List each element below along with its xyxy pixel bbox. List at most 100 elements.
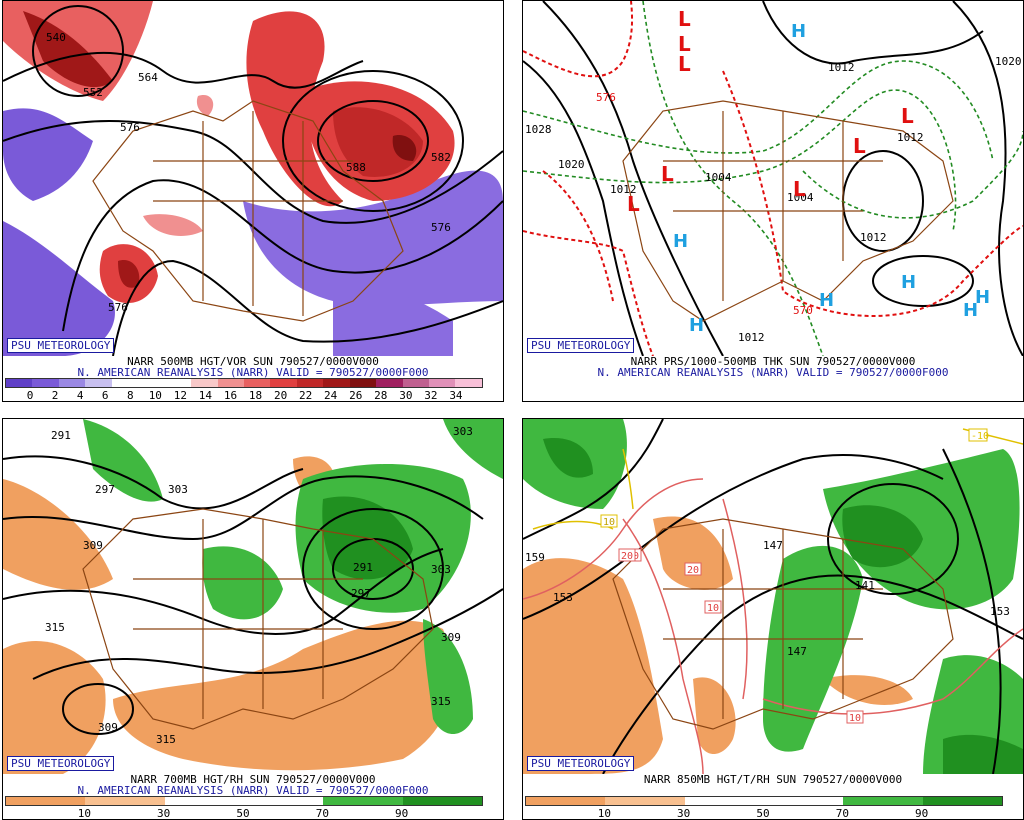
vorticity-negative-area: [3, 221, 115, 356]
color-scale-label: 32: [424, 389, 438, 402]
low-pressure-symbol: L: [901, 104, 914, 128]
color-scale-swatch: [6, 797, 86, 805]
color-scale-swatch: [85, 379, 112, 387]
map-700mb: 291 297 303 309 315 291 297 303 309 315 …: [3, 419, 503, 774]
vorticity-negative-area: [243, 170, 503, 306]
color-scale-label: 70: [835, 807, 849, 820]
color-scale-swatch: [85, 797, 165, 805]
color-scale-swatch: [455, 379, 482, 387]
psu-meteorology-badge: PSU METEOROLOGY: [527, 756, 635, 771]
isobar-label: 1028: [525, 123, 552, 136]
color-scale-swatch: [191, 379, 218, 387]
color-scale-swatch: [323, 797, 403, 805]
color-scale-swatch: [526, 797, 606, 805]
color-scale-swatch: [138, 379, 165, 387]
color-scale-label: 30: [677, 807, 691, 820]
color-scale-label: 20: [273, 389, 288, 402]
map-subtitle: N. AMERICAN REANALYSIS (NARR) VALID = 79…: [77, 366, 429, 379]
contour-label: 309: [98, 721, 118, 734]
contour-label: 303: [168, 483, 188, 496]
color-scale-label: 70: [315, 807, 329, 820]
isobar-label: 1020: [995, 55, 1022, 68]
contour-label: 303: [453, 425, 473, 438]
color-scale-bar: [5, 796, 483, 806]
height-contours: [3, 455, 503, 735]
contour-label: 315: [431, 695, 451, 708]
isobar-label: 1012: [828, 61, 855, 74]
contour-label: 297: [95, 483, 115, 496]
isobar-label: 1012: [897, 131, 924, 144]
color-scale-swatch: [402, 379, 429, 387]
low-pressure-symbol: L: [853, 134, 866, 158]
contour-label: 291: [51, 429, 71, 442]
high-pressure-symbol: H: [819, 290, 834, 311]
high-pressure-symbols: H H H H H H H: [673, 21, 990, 336]
color-scale-swatch: [429, 379, 456, 387]
contour-label: 159: [525, 551, 545, 564]
contour-label: 153: [553, 591, 573, 604]
map-850mb: 159 153 147 147 141 153 -10 10 20 20 20 …: [523, 419, 1023, 774]
color-scale-label: 30: [157, 807, 171, 820]
low-pressure-symbol: L: [661, 162, 674, 186]
map-500mb: 540 564 552 576 588 582 576 576: [3, 1, 503, 356]
color-scale-swatch: [243, 797, 324, 805]
isotherm-label: 10: [707, 603, 719, 614]
color-scale-bar: [5, 378, 483, 388]
moist-area: [763, 545, 863, 752]
moist-area: [83, 419, 163, 502]
low-pressure-symbol: L: [678, 52, 691, 76]
contour-label: 564: [138, 71, 158, 84]
panel-pressure-thickness: 1028 1020 1012 1012 1004 1012 1004 1012 …: [522, 0, 1024, 402]
high-pressure-symbol: H: [689, 315, 704, 336]
color-scale-swatch: [164, 379, 192, 387]
color-scale-label: 0: [26, 389, 34, 402]
color-scale-swatch: [217, 379, 244, 387]
thickness-contours-red: [523, 1, 1023, 356]
dry-area: [523, 558, 663, 774]
contour-label: 540: [46, 31, 66, 44]
color-scale-swatch: [402, 797, 482, 805]
political-boundaries: [82, 508, 434, 730]
contour-label: 309: [83, 539, 103, 552]
political-boundaries: [612, 518, 954, 730]
color-scale-label: 6: [101, 389, 109, 402]
thickness-label: 576: [596, 91, 616, 104]
color-scale-label: 28: [374, 389, 388, 402]
color-scale-label: 50: [236, 807, 250, 820]
color-scale-label: 26: [349, 389, 363, 402]
low-pressure-symbol: L: [793, 177, 806, 201]
color-scale-label: 16: [223, 389, 238, 402]
color-scale-swatch: [296, 379, 324, 387]
psu-meteorology-badge: PSU METEOROLOGY: [7, 756, 115, 771]
contour-label: 147: [763, 539, 783, 552]
color-scale-label: 22: [299, 389, 313, 402]
low-pressure-symbols: L L L L L L L L: [627, 7, 914, 216]
color-scale-swatch: [111, 379, 139, 387]
political-boundaries: [622, 100, 954, 322]
high-pressure-symbol: H: [975, 287, 990, 308]
contour-label: 291: [353, 561, 373, 574]
color-scale-label: 10: [77, 807, 91, 820]
contour-label: 141: [855, 579, 875, 592]
vorticity-positive-area: [246, 11, 343, 207]
color-scale-label: 50: [756, 807, 770, 820]
contour-label: 588: [346, 161, 366, 174]
color-scale-label: 8: [126, 389, 134, 402]
color-scale-label: 90: [915, 807, 929, 820]
color-scale-label: 12: [173, 389, 187, 402]
map-title: NARR 700MB HGT/RH SUN 790527/0000V000: [130, 773, 376, 786]
isobar-label: 1020: [558, 158, 585, 171]
isotherm-label: 20: [621, 551, 633, 562]
temperature-contours: [523, 478, 1023, 774]
color-scale-swatch: [164, 797, 244, 805]
height-contours: [523, 419, 1023, 774]
color-scale-label: 34: [449, 389, 463, 402]
psu-meteorology-badge: PSU METEOROLOGY: [527, 338, 635, 353]
color-scale-label: 18: [248, 389, 263, 402]
map-subtitle: N. AMERICAN REANALYSIS (NARR) VALID = 79…: [77, 784, 429, 797]
isotherm-label: -10: [971, 431, 989, 442]
color-scale-swatch: [922, 797, 1002, 805]
color-scale-bar: [525, 796, 1003, 806]
map-title: NARR 850MB HGT/T/RH SUN 790527/0000V000: [643, 773, 903, 786]
isobar-label: 1012: [738, 331, 765, 344]
